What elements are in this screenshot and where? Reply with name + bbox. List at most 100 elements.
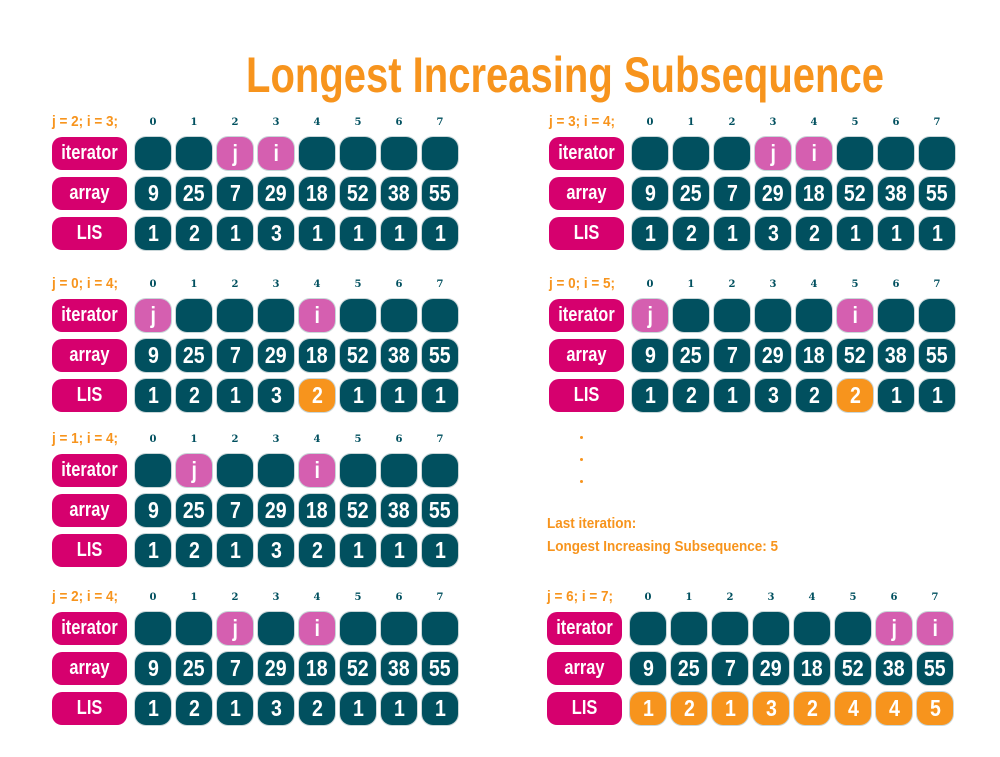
- iterator-label: iterator: [549, 137, 624, 170]
- lis-label: LIS: [549, 217, 624, 250]
- array-label-text: array: [69, 657, 110, 679]
- array-value: 38: [885, 342, 907, 368]
- j-pointer-label: j: [150, 302, 156, 328]
- array-value: 55: [429, 342, 451, 368]
- ellipsis-dot: [580, 480, 583, 483]
- lis-value: 1: [434, 537, 446, 563]
- iterator-cell: [919, 299, 955, 332]
- lis-value: 1: [352, 537, 364, 563]
- array-cell: 9: [630, 652, 666, 685]
- iterator-label-text: iterator: [61, 142, 118, 164]
- lis-cell: 2: [176, 379, 212, 412]
- array-cell: 55: [422, 177, 458, 210]
- lis-label-text: LIS: [573, 384, 600, 406]
- lis-cell: 3: [755, 379, 791, 412]
- array-cell: 9: [135, 339, 171, 372]
- array-cell: 55: [919, 177, 955, 210]
- lis-cell: 2: [673, 217, 709, 250]
- iterator-cell: [630, 612, 666, 645]
- lis-cell: 1: [381, 379, 417, 412]
- array-cell: 25: [673, 177, 709, 210]
- iterator-label: iterator: [52, 454, 127, 487]
- lis-cell: 1: [217, 217, 253, 250]
- index-label: 2: [728, 117, 736, 128]
- iterator-cell: [755, 299, 791, 332]
- lis-value: 2: [808, 382, 820, 408]
- array-value: 18: [803, 180, 825, 206]
- lis-value: 1: [147, 382, 159, 408]
- index-label: 7: [436, 592, 444, 603]
- lis-label: LIS: [52, 692, 127, 725]
- lis-cell: 1: [714, 379, 750, 412]
- array-cell: 9: [135, 177, 171, 210]
- array-cell: 52: [340, 652, 376, 685]
- index-label: 5: [354, 434, 362, 445]
- lis-value: 1: [434, 382, 446, 408]
- array-cell: 38: [878, 177, 914, 210]
- iterator-cell: [135, 454, 171, 487]
- array-value: 9: [147, 180, 159, 206]
- iterator-label: iterator: [52, 299, 127, 332]
- array-cell: 29: [258, 494, 294, 527]
- iteration-panel: j = 1; i = 4; iterator array LIS 0 9 1 1 j 25 2 2 7 1…: [52, 430, 462, 570]
- lis-value: 2: [685, 382, 697, 408]
- lis-cell-highlighted: 1: [630, 692, 666, 725]
- array-cell: 7: [714, 339, 750, 372]
- lis-value: 1: [393, 220, 405, 246]
- index-label: 3: [769, 117, 777, 128]
- index-label: 6: [395, 592, 403, 603]
- lis-value: 1: [726, 220, 738, 246]
- array-cell: 25: [176, 652, 212, 685]
- iteration-panel: j = 6; i = 7; iterator array LIS 0 9 1 1 25 2 2 7 1 3…: [547, 588, 957, 728]
- lis-value: 1: [229, 537, 241, 563]
- lis-value: 5: [929, 695, 941, 721]
- array-cell: 29: [755, 339, 791, 372]
- array-value: 7: [726, 180, 738, 206]
- array-value: 52: [347, 497, 369, 523]
- iterator-cell: [340, 299, 376, 332]
- array-label: array: [52, 339, 127, 372]
- iterator-cell: [217, 299, 253, 332]
- array-cell: 25: [671, 652, 707, 685]
- j-pointer-label: j: [232, 615, 238, 641]
- array-value: 7: [229, 180, 241, 206]
- iterator-label-text: iterator: [556, 617, 613, 639]
- array-value: 9: [642, 655, 654, 681]
- iterator-cell: [340, 454, 376, 487]
- index-label: 6: [395, 279, 403, 290]
- array-value: 52: [347, 655, 369, 681]
- lis-value: 2: [849, 382, 861, 408]
- i-pointer-cell: i: [299, 299, 335, 332]
- lis-cell: 1: [217, 534, 253, 567]
- iterator-cell: [753, 612, 789, 645]
- lis-value: 2: [188, 537, 200, 563]
- array-cell: 52: [835, 652, 871, 685]
- array-value: 29: [760, 655, 782, 681]
- index-label: 2: [231, 434, 239, 445]
- array-value: 52: [347, 180, 369, 206]
- lis-value: 1: [393, 382, 405, 408]
- iterator-cell: [673, 137, 709, 170]
- array-value: 38: [388, 180, 410, 206]
- lis-value: 1: [724, 695, 736, 721]
- array-label: array: [52, 652, 127, 685]
- lis-value: 1: [931, 220, 943, 246]
- array-value: 7: [724, 655, 736, 681]
- array-cell: 38: [381, 339, 417, 372]
- lis-label: LIS: [52, 217, 127, 250]
- array-label-text: array: [566, 182, 607, 204]
- array-value: 55: [429, 497, 451, 523]
- lis-label-text: LIS: [573, 222, 600, 244]
- lis-value: 1: [931, 382, 943, 408]
- index-label: 3: [769, 279, 777, 290]
- iterator-cell: [878, 137, 914, 170]
- lis-cell-highlighted: 5: [917, 692, 953, 725]
- iterator-cell: [422, 137, 458, 170]
- index-label: 4: [313, 279, 321, 290]
- lis-value: 3: [270, 382, 282, 408]
- iterator-label-text: iterator: [61, 617, 118, 639]
- array-cell: 7: [712, 652, 748, 685]
- array-value: 52: [844, 342, 866, 368]
- array-value: 9: [644, 180, 656, 206]
